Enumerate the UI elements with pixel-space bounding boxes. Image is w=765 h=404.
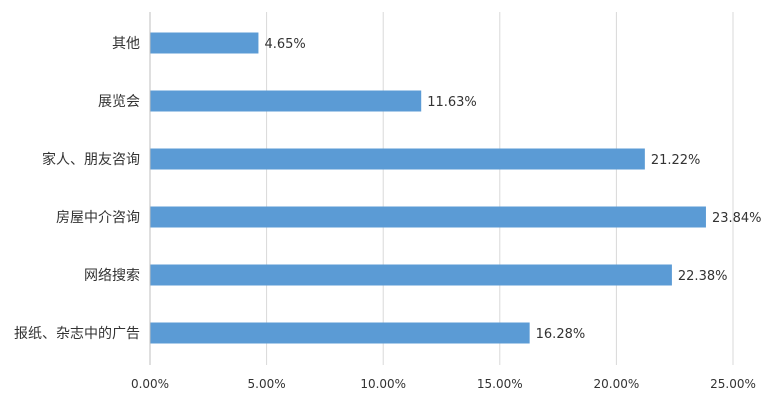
x-tick-label: 20.00% (594, 377, 640, 391)
data-label: 16.28% (536, 327, 586, 342)
data-label: 21.22% (651, 153, 701, 168)
x-tick-label: 15.00% (477, 377, 523, 391)
category-label: 展览会 (98, 94, 140, 110)
category-label: 房屋中介咨询 (56, 210, 140, 226)
x-tick-label: 5.00% (248, 377, 286, 391)
x-tick-label: 10.00% (360, 377, 406, 391)
data-label: 23.84% (712, 211, 762, 226)
x-tick-label: 0.00% (131, 377, 169, 391)
tick-layer: 0.00% 5.00% 10.00% 15.00% 20.00% 25.00% (131, 377, 756, 391)
bar-layer (150, 32, 706, 344)
data-label: 22.38% (678, 269, 728, 284)
x-tick-label: 25.00% (710, 377, 756, 391)
data-label: 4.65% (264, 37, 305, 52)
category-label: 报纸、杂志中的广告 (14, 326, 140, 342)
bar (150, 264, 672, 286)
category-label: 网络搜索 (84, 267, 140, 284)
bar (150, 322, 530, 344)
bar (150, 148, 645, 170)
label-layer: 其他 4.65% 展览会 11.63% 家人、朋友咨询 21.22% 房屋中介咨询 23.84… (14, 36, 762, 342)
category-label: 其他 (112, 36, 140, 52)
bar (150, 206, 706, 228)
bar (150, 32, 259, 54)
category-label: 家人、朋友咨询 (42, 151, 140, 168)
bar (150, 90, 422, 112)
grid-layer (149, 12, 734, 365)
data-label: 11.63% (427, 95, 477, 110)
